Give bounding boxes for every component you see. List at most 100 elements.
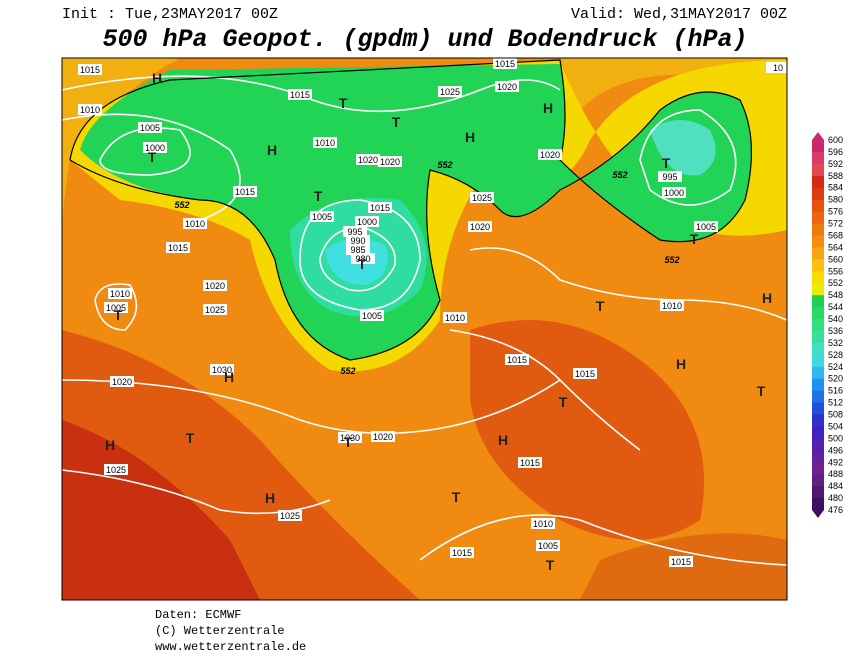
colorbar-label: 508 [828, 410, 843, 420]
colorbar-label: 576 [828, 207, 843, 217]
isobar-label-bg [78, 64, 102, 75]
colorbar-swatch [812, 259, 824, 272]
isobar-label-bg [233, 186, 257, 197]
isobar-label: 1020 [380, 157, 400, 167]
map: 1015 1010 1005 1000 1015 1015 1010 1020 1020 1005… [62, 58, 787, 600]
isobar-label-bg [108, 288, 132, 299]
isobar-label: 995 [662, 172, 677, 182]
colorbar-swatch [812, 474, 824, 487]
footer-copyright: (C) Wetterzentrale [155, 624, 285, 638]
isobar-label: 1010 [315, 138, 335, 148]
colorbar-swatch [812, 342, 824, 356]
isobar-label-bg [166, 242, 190, 253]
colorbar-label: 552 [828, 278, 843, 288]
colorbar-swatch [812, 330, 824, 344]
isobar-label-bg [110, 376, 134, 387]
isobar-label-bg [495, 81, 519, 92]
colorbar-label: 592 [828, 159, 843, 169]
isobar-label-bg [573, 368, 597, 379]
isobar-label: 1005 [538, 541, 558, 551]
isobar-label-bg [104, 464, 128, 475]
isobar-label: 1005 [312, 212, 332, 222]
colorbar-swatch [812, 140, 824, 153]
isobar-label-bg [313, 137, 337, 148]
pressure-center: T [186, 430, 195, 446]
pressure-center: H [543, 100, 553, 116]
isobar-label: 1010 [445, 313, 465, 323]
colorbar-cap [812, 132, 824, 140]
isobar-label-bg [288, 89, 312, 100]
pressure-center: H [676, 356, 686, 372]
isobar-label: 1000 [357, 217, 377, 227]
isobar-label-bg [694, 221, 718, 232]
isobar-label-bg [658, 171, 682, 182]
isobar-label-bg [78, 104, 102, 115]
colorbar-swatch [812, 390, 824, 404]
isobar-label: 1015 [235, 187, 255, 197]
isobar-label: 990 [350, 236, 365, 246]
isobar-label-bg [343, 226, 367, 237]
colorbar-swatch [812, 366, 824, 380]
isobar-label: 1015 [80, 65, 100, 75]
colorbar-swatch [812, 354, 824, 368]
colorbar-swatch [812, 271, 824, 284]
isobar-label-bg [438, 86, 462, 97]
isobar-label: 1005 [696, 222, 716, 232]
colorbar-label: 516 [828, 386, 843, 396]
isobar-label: 1015 [671, 557, 691, 567]
isobar-label: 985 [350, 245, 365, 255]
colorbar-label: 500 [828, 433, 843, 443]
map-title: 500 hPa Geopot. (gpdm) und Bodendruck (h… [102, 25, 747, 54]
isobar-label-bg [662, 187, 686, 198]
pressure-center: H [224, 369, 234, 385]
isobar-label: 1015 [575, 369, 595, 379]
isobar-label-bg [360, 310, 384, 321]
colorbar-swatch [812, 247, 824, 260]
isobar-label-bg [143, 142, 167, 153]
isobar-label: 10 [773, 63, 783, 73]
isobar-label-bg [183, 218, 207, 229]
isobar-label: 1020 [497, 82, 517, 92]
colorbar-swatch [812, 199, 824, 213]
isobar-label-bg [203, 304, 227, 315]
isobar-label: 980 [355, 254, 370, 264]
pressure-center: T [690, 231, 699, 247]
colorbar-swatch [812, 235, 824, 248]
isobar-label: 995 [347, 227, 362, 237]
isobar-label: 1025 [440, 87, 460, 97]
pressure-center: T [559, 394, 568, 410]
isobar-label: 1015 [168, 243, 188, 253]
colorbar-label: 476 [828, 505, 843, 515]
colorbar-swatch [812, 151, 824, 165]
isobar-label: 1010 [662, 301, 682, 311]
isobar-label: 1015 [520, 458, 540, 468]
pressure-center: H [152, 70, 162, 86]
colorbar-label: 480 [828, 493, 843, 503]
isobar-label: 1015 [507, 355, 527, 365]
colorbar-swatch [812, 402, 824, 416]
isobar-label-bg [660, 300, 684, 311]
pressure-center: T [148, 149, 157, 165]
colorbar-label: 488 [828, 469, 843, 479]
isobar-label: 1025 [106, 465, 126, 475]
footer-source: Daten: ECMWF [155, 608, 241, 622]
isobar-label-bg [470, 192, 494, 203]
colorbar-label: 600 [828, 135, 843, 145]
isobar-label: 1025 [205, 305, 225, 315]
colorbar-swatch [812, 414, 824, 427]
colorbar-label: 580 [828, 195, 843, 205]
map-frame [61, 57, 788, 601]
colorbar-label: 484 [828, 481, 843, 491]
isobar-label: 1020 [373, 432, 393, 442]
isobar-label-bg [505, 354, 529, 365]
colorbar-swatch [812, 462, 824, 475]
isobar-label: 1015 [452, 548, 472, 558]
colorbar-label: 504 [828, 421, 843, 431]
colorbar-swatch [812, 163, 824, 177]
isobar-label: 1000 [145, 143, 165, 153]
isobar-label: 1005 [140, 123, 160, 133]
isobar-label-bg [351, 253, 375, 264]
colorbar-swatch [812, 319, 824, 332]
pressure-center: H [265, 490, 275, 506]
